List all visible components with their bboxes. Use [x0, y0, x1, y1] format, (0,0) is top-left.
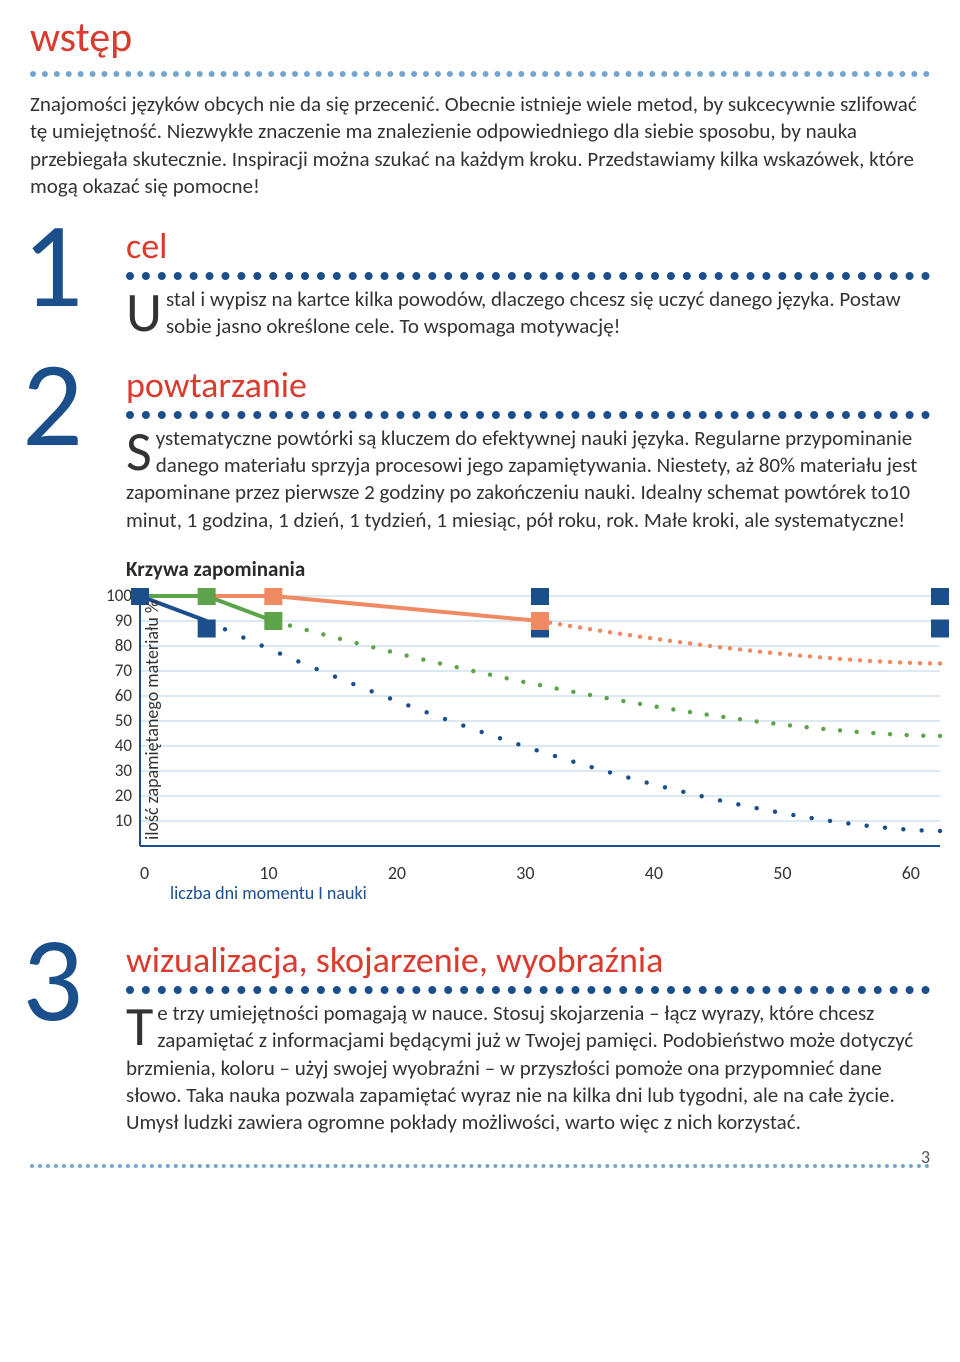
section-heading: wizualizacja, skojarzenie, wyobraźnia [126, 938, 930, 982]
svg-text:20: 20 [115, 785, 133, 806]
chart-ylabel: ilość zapamiętanego materiału % [141, 600, 163, 840]
dropcap: T [126, 1000, 157, 1052]
divider [126, 411, 930, 421]
chart-xtick: 50 [773, 862, 791, 884]
section-body: Ustal i wypisz na kartce kilka powodów, … [126, 286, 930, 341]
section-number: 3 [22, 920, 83, 1040]
chart-xtick: 40 [645, 862, 663, 884]
svg-text:30: 30 [115, 760, 133, 781]
section-2: 2 powtarzanie Systematyczne powtórki są … [30, 363, 930, 534]
svg-text:60: 60 [115, 685, 133, 706]
forgetting-curve-chart: ilość zapamiętanego materiału % 10 20 30 40… [30, 588, 930, 852]
body-text: ystematyczne powtórki są kluczem do efek… [126, 425, 917, 533]
chart-xlabel: liczba dni momentu I nauki [170, 882, 930, 904]
svg-text:10: 10 [115, 810, 133, 831]
body-text: stal i wypisz na kartce kilka powodów, d… [166, 286, 901, 339]
chart-xtick: 20 [388, 862, 406, 884]
section-body: Te trzy umiejętności pomagają w nauce. S… [126, 1000, 930, 1136]
chart-xtick: 10 [259, 862, 277, 884]
chart-title: Krzywa zapominania [126, 556, 930, 582]
dropcap: S [126, 425, 156, 477]
svg-text:100: 100 [106, 588, 132, 606]
body-text: e trzy umiejętności pomagają w nauce. St… [126, 1000, 913, 1135]
section-number: 1 [22, 206, 83, 326]
section-heading: powtarzanie [126, 363, 930, 407]
divider [126, 986, 930, 996]
intro-paragraph: Znajomości języków obcych nie da się prz… [30, 91, 930, 200]
svg-text:50: 50 [115, 710, 133, 731]
svg-text:80: 80 [115, 635, 133, 656]
divider [126, 272, 930, 282]
svg-text:40: 40 [115, 735, 133, 756]
section-3: 3 wizualizacja, skojarzenie, wyobraźnia … [30, 938, 930, 1136]
dropcap: U [126, 286, 166, 338]
chart-xtick: 0 [140, 862, 149, 884]
section-1: 1 cel Ustal i wypisz na kartce kilka pow… [30, 224, 930, 341]
chart-xtick: 60 [902, 862, 920, 884]
chart-xticks: 0 10 20 30 40 50 60 [140, 862, 920, 884]
svg-text:70: 70 [115, 660, 133, 681]
section-heading: cel [126, 224, 930, 268]
footer-divider: 3 [30, 1164, 930, 1182]
section-number: 2 [22, 345, 83, 465]
chart-xtick: 30 [516, 862, 534, 884]
chart-svg: 10 20 30 40 50 60 70 80 90 100 [90, 588, 950, 852]
svg-text:90: 90 [115, 610, 133, 631]
divider [30, 71, 930, 77]
page-number: 3 [921, 1146, 930, 1168]
section-body: Systematyczne powtórki są kluczem do efe… [126, 425, 930, 534]
page-title: wstęp [30, 12, 930, 63]
